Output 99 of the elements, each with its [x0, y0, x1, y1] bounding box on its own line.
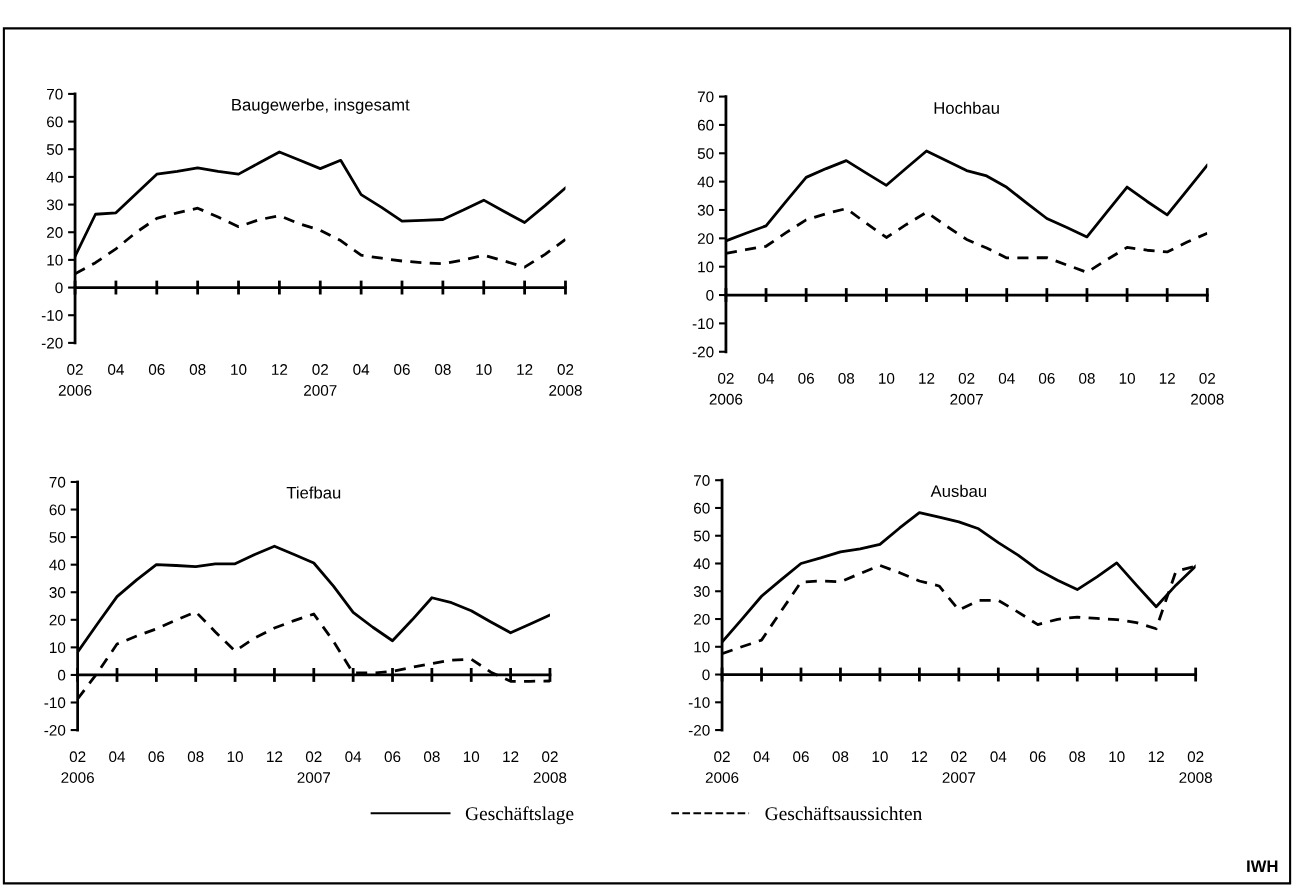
- x-tick-label: 02 2006: [58, 364, 92, 396]
- y-tick-label: 50: [693, 530, 710, 542]
- y-tick-label: 70: [694, 475, 710, 486]
- x-tick-label: 06: [1029, 751, 1046, 763]
- chart-title: Ausbau: [930, 484, 987, 498]
- y-tick-label: 60: [694, 502, 710, 514]
- y-tick-label: 60: [47, 116, 63, 128]
- x-tick-label: 02 2008: [549, 364, 582, 396]
- y-tick-label: 10: [47, 254, 63, 266]
- y-tick-label: 40: [693, 558, 710, 570]
- x-tick-label: 12: [1148, 751, 1164, 762]
- x-tick-label: 08: [434, 364, 451, 375]
- y-tick-label: 30: [49, 587, 66, 598]
- x-tick-label: 06: [148, 364, 165, 375]
- y-tick-label: 40: [46, 171, 63, 183]
- x-tick-label: 08: [189, 364, 206, 375]
- x-tick-label: 04: [353, 364, 370, 375]
- y-tick-label: 50: [46, 144, 63, 155]
- x-tick-label: 06: [148, 751, 165, 763]
- x-tick-label: 04: [753, 751, 770, 763]
- x-tick-label: 06: [798, 372, 814, 384]
- y-tick-label: 10: [698, 261, 714, 273]
- x-tick-label: 12: [1159, 372, 1175, 384]
- x-tick-label: 04: [990, 751, 1007, 763]
- x-tick-label: 10: [231, 364, 247, 375]
- y-tick-label: 70: [697, 91, 714, 103]
- x-tick-label: 10: [879, 372, 895, 384]
- y-tick-label: 50: [697, 148, 714, 159]
- x-tick-label: 12: [267, 751, 283, 762]
- y-tick-label: -10: [41, 310, 63, 321]
- x-tick-label: 04: [998, 372, 1015, 384]
- x-tick-label: 04: [108, 364, 124, 375]
- x-tick-label: 08: [832, 751, 849, 763]
- x-tick-label: 04: [758, 372, 775, 384]
- y-tick-label: 0: [57, 669, 66, 681]
- x-tick-label: 02 2008: [533, 751, 567, 783]
- x-tick-label: 02 2007: [297, 751, 331, 783]
- y-tick-label: 70: [49, 476, 66, 488]
- y-tick-label: 10: [694, 641, 710, 653]
- x-tick-label: 02 2006: [709, 372, 743, 405]
- x-tick-label: 02 2006: [705, 751, 739, 783]
- x-tick-label: 12: [272, 364, 288, 375]
- y-tick-label: 30: [46, 199, 63, 211]
- y-tick-label: 10: [50, 642, 66, 654]
- x-tick-label: 02 2008: [1179, 751, 1212, 783]
- x-tick-label: 06: [1038, 372, 1055, 384]
- x-tick-label: 02 2006: [61, 751, 94, 783]
- x-tick-label: 08: [838, 372, 855, 384]
- y-tick-label: -20: [692, 346, 714, 358]
- x-tick-label: 06: [394, 364, 410, 375]
- y-tick-label: -10: [688, 697, 710, 708]
- x-tick-label: 12: [919, 372, 935, 384]
- x-tick-label: 12: [912, 751, 928, 762]
- legend-label: Geschäftsaussichten: [765, 806, 923, 821]
- x-tick-label: 10: [872, 751, 888, 763]
- x-tick-label: 08: [423, 751, 440, 763]
- y-tick-label: 60: [697, 119, 714, 131]
- y-tick-label: -20: [44, 724, 66, 736]
- y-tick-label: -10: [44, 697, 66, 709]
- y-tick-label: 0: [702, 669, 710, 681]
- x-tick-label: 08: [1079, 372, 1095, 384]
- y-tick-label: 40: [49, 559, 66, 571]
- text: IWH: [1247, 860, 1278, 872]
- x-tick-label: 10: [1109, 751, 1125, 763]
- x-tick-label: 06: [384, 751, 401, 763]
- y-tick-label: 20: [47, 227, 63, 238]
- x-tick-label: 08: [1069, 751, 1086, 763]
- legend-label: Geschäftslage: [465, 806, 574, 825]
- x-tick-label: 04: [109, 751, 126, 763]
- x-tick-label: 10: [1119, 372, 1135, 384]
- x-tick-label: 06: [793, 751, 809, 763]
- y-tick-label: 30: [697, 204, 714, 216]
- y-tick-label: 20: [49, 614, 66, 626]
- y-tick-label: 0: [706, 289, 714, 301]
- x-tick-label: 02 2007: [950, 372, 983, 405]
- y-tick-label: 60: [49, 504, 66, 516]
- y-tick-label: 30: [693, 586, 710, 597]
- y-tick-label: -20: [41, 337, 63, 349]
- x-tick-label: 02 2008: [1191, 372, 1224, 405]
- x-tick-label: 04: [345, 751, 362, 763]
- x-tick-label: 10: [463, 751, 480, 763]
- chart-title: Tiefbau: [286, 486, 341, 499]
- x-tick-label: 08: [187, 751, 204, 763]
- chart-title: Baugewerbe, insgesamt: [232, 98, 410, 114]
- y-tick-label: 50: [49, 531, 66, 543]
- y-tick-label: 0: [55, 282, 63, 294]
- x-tick-label: 02 2007: [942, 751, 976, 783]
- x-tick-label: 12: [517, 364, 533, 375]
- x-tick-label: 10: [227, 751, 243, 763]
- x-tick-label: 02 2007: [304, 364, 337, 396]
- y-tick-label: 70: [47, 88, 63, 100]
- chart-title: Hochbau: [934, 101, 999, 114]
- y-tick-label: -10: [692, 318, 714, 330]
- y-tick-label: 40: [697, 176, 714, 188]
- y-tick-label: 20: [694, 613, 710, 625]
- y-tick-label: -20: [688, 724, 710, 736]
- x-tick-label: 12: [503, 751, 519, 762]
- y-tick-label: 20: [697, 233, 714, 245]
- x-tick-label: 10: [476, 364, 492, 375]
